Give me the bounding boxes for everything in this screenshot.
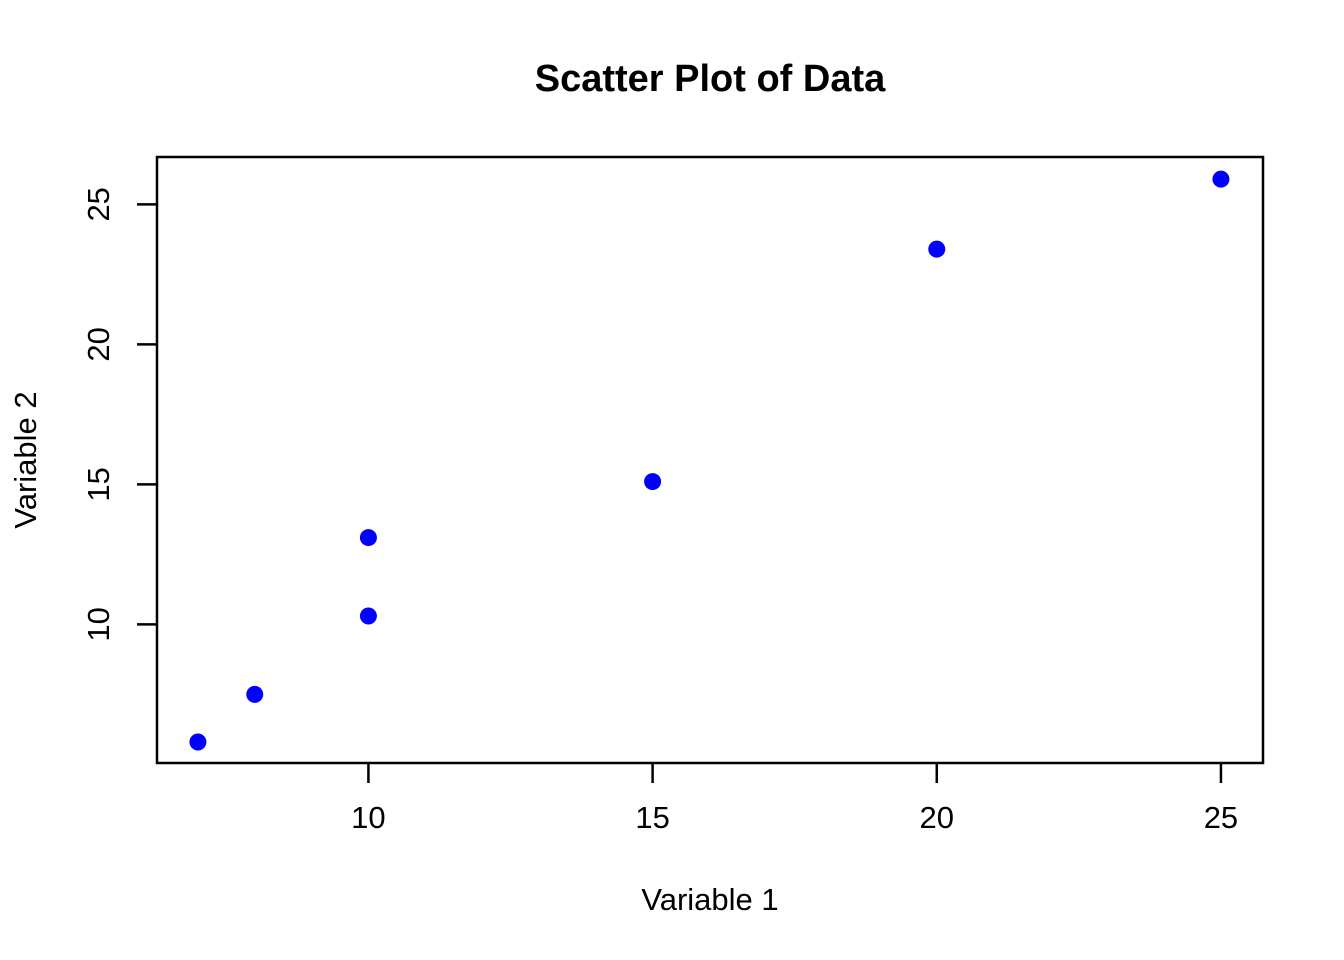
y-tick-label: 15	[81, 467, 116, 501]
data-point	[1212, 170, 1230, 188]
data-point	[928, 240, 946, 258]
data-point	[359, 607, 377, 625]
y-tick-label: 25	[81, 187, 116, 221]
x-tick-label: 10	[351, 800, 385, 835]
x-axis-label: Variable 1	[641, 882, 779, 917]
x-tick-label: 15	[635, 800, 669, 835]
x-tick-label: 20	[920, 800, 954, 835]
chart-title: Scatter Plot of Data	[534, 58, 886, 100]
y-tick-label: 10	[81, 607, 116, 641]
y-axis-label: Variable 2	[8, 391, 43, 529]
data-point	[644, 473, 662, 491]
plot-box	[155, 155, 1265, 765]
x-tick-label: 25	[1204, 800, 1238, 835]
data-point	[359, 529, 377, 547]
y-tick-label: 20	[81, 327, 116, 361]
data-point	[246, 685, 264, 703]
data-point	[189, 733, 207, 751]
